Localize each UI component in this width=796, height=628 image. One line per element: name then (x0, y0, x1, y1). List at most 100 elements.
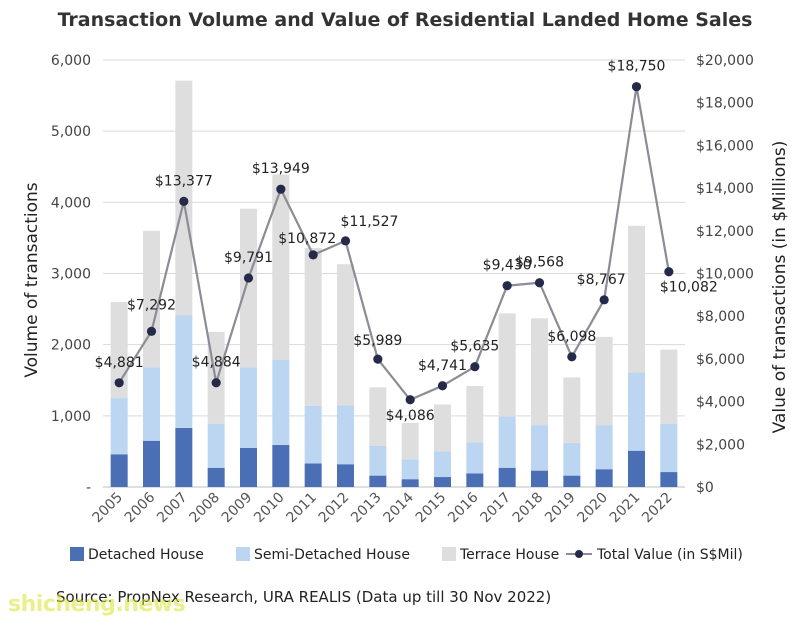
x-axis: 2005200620072008200920102011201220132014… (89, 489, 675, 526)
x-tick-label: 2021 (607, 490, 644, 527)
bar-semi-detached-house (401, 459, 419, 480)
value-label: $13,377 (155, 173, 213, 189)
value-label: $5,989 (353, 333, 402, 349)
total-value-point (631, 82, 642, 92)
y2-tick-label: $6,000 (696, 352, 745, 368)
y2-tick-label: $8,000 (696, 309, 745, 325)
bar-terrace-house (304, 247, 322, 406)
x-tick-label: 2013 (348, 490, 385, 527)
y-tick-label: - (86, 480, 91, 496)
legend-label: Terrace House (459, 547, 559, 563)
total-value-point (114, 378, 124, 388)
value-label: $7,292 (127, 297, 176, 313)
total-value-point (276, 184, 286, 194)
value-label: $13,949 (252, 161, 310, 177)
legend-label: Total Value (in S$Mil) (596, 547, 743, 563)
bar-detached-house (207, 467, 225, 487)
bar-detached-house (628, 450, 645, 487)
left-axis: - 1,000 2,000 3,000 4,000 5,000 6,000 (51, 53, 91, 496)
bar-semi-detached-house (304, 405, 322, 464)
total-value-point (373, 354, 383, 364)
total-value-point (308, 250, 318, 260)
bar-detached-house (175, 427, 193, 487)
legend-swatch (236, 547, 250, 561)
bar-series (110, 80, 678, 487)
total-value-point (243, 273, 254, 283)
value-label: $9,430 (483, 258, 532, 274)
x-tick-label: 2005 (89, 490, 126, 527)
legend-swatch (442, 547, 456, 561)
bar-terrace-house (660, 349, 678, 424)
bar-terrace-house (498, 313, 516, 417)
y2-tick-label: $14,000 (696, 181, 754, 197)
x-tick-label: 2018 (510, 490, 547, 527)
x-tick-label: 2014 (380, 489, 417, 526)
legend-label: Semi-Detached House (254, 547, 410, 563)
legend-label: Detached House (88, 547, 204, 563)
bar-detached-house (660, 472, 678, 487)
bar-semi-detached-house (337, 405, 354, 465)
bar-terrace-house (628, 225, 645, 373)
total-value-point (340, 236, 351, 246)
y2-axis-label: Value of transactions (in $Millions) (770, 141, 790, 434)
bar-semi-detached-house (595, 425, 613, 470)
x-tick-label: 2008 (186, 490, 223, 527)
y2-tick-label: $10,000 (696, 267, 754, 283)
bar-terrace-house (369, 387, 387, 446)
total-value-point (211, 378, 221, 388)
bar-detached-house (143, 440, 160, 487)
x-tick-label: 2017 (477, 490, 514, 527)
bar-detached-house (110, 454, 128, 487)
value-label: $10,872 (278, 231, 336, 247)
bar-terrace-house (466, 385, 484, 443)
bar-terrace-house (272, 174, 290, 360)
bar-semi-detached-house (466, 442, 484, 474)
source-note: Source: PropNex Research, URA REALIS (Da… (56, 588, 552, 606)
bar-detached-house (337, 464, 354, 487)
y-tick-label: 6,000 (51, 53, 91, 69)
bar-semi-detached-house (240, 367, 257, 448)
value-label: $9,568 (515, 255, 564, 271)
y-tick-label: 4,000 (51, 195, 91, 211)
value-label: $4,884 (192, 355, 241, 371)
bar-semi-detached-house (207, 423, 225, 468)
total-value-point (179, 196, 189, 207)
total-value-point (599, 295, 609, 305)
value-label: $11,527 (341, 214, 399, 230)
x-tick-label: 2016 (445, 489, 482, 526)
x-tick-label: 2006 (122, 489, 159, 526)
x-tick-label: 2010 (251, 490, 288, 527)
value-label: $4,881 (95, 355, 144, 371)
value-label: $4,086 (386, 408, 435, 424)
bar-detached-house (272, 445, 290, 487)
bar-detached-house (498, 467, 516, 487)
total-value-point (534, 278, 545, 288)
line-series (114, 82, 674, 405)
total-value-point (502, 281, 512, 291)
bar-terrace-house (143, 230, 160, 368)
total-value-line (118, 86, 670, 402)
bar-semi-detached-house (563, 442, 581, 476)
bar-semi-detached-house (498, 416, 516, 468)
total-value-point (437, 381, 448, 391)
y-tick-label: 5,000 (51, 124, 91, 140)
x-tick-label: 2007 (154, 490, 191, 527)
y2-tick-label: $4,000 (696, 395, 745, 411)
total-value-point (567, 352, 577, 362)
bar-detached-house (401, 479, 419, 487)
bar-semi-detached-house (272, 359, 290, 446)
x-tick-label: 2019 (542, 490, 579, 527)
y2-tick-label: $0 (696, 480, 714, 496)
y-axis-label: Volume of transactions (22, 182, 42, 377)
value-label: $5,635 (450, 339, 499, 355)
total-value-point (664, 267, 674, 277)
bar-semi-detached-house (660, 423, 678, 473)
y-tick-label: 1,000 (51, 409, 91, 425)
bar-detached-house (240, 447, 257, 487)
data-labels: $4,881 $7,292 $13,377 $4,884 $9,791 $13,949 $1… (95, 59, 718, 424)
x-tick-label: 2020 (574, 490, 611, 527)
y2-tick-label: $16,000 (696, 138, 754, 154)
value-label: $10,082 (660, 280, 718, 296)
y-tick-label: 3,000 (51, 267, 91, 283)
y2-tick-label: $12,000 (696, 224, 754, 240)
